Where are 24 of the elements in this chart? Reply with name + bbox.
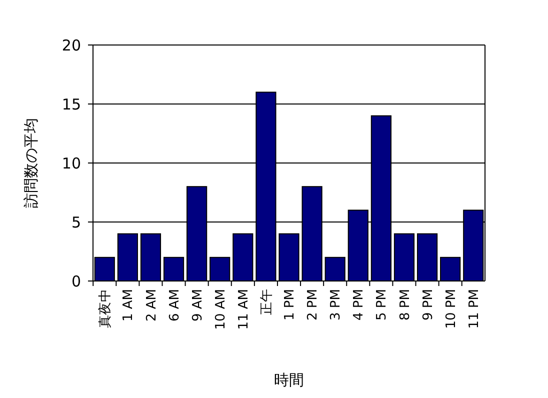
- x-tick-label: 3 PM: [328, 289, 344, 320]
- x-tick-label: 真夜中: [97, 289, 114, 328]
- y-tick-label: 0: [71, 272, 81, 290]
- y-tick-label: 10: [62, 154, 81, 172]
- x-tick-label: 4 PM: [352, 289, 367, 320]
- x-tick-label: 1 PM: [282, 289, 298, 320]
- x-tick-label: 9 PM: [420, 289, 436, 320]
- x-tick-label: 8 PM: [398, 289, 413, 320]
- x-tick-label: 9 AM: [190, 289, 206, 322]
- x-tick-label: 10 AM: [213, 289, 228, 330]
- x-tick-label: 5 PM: [374, 289, 390, 320]
- x-tick-label: 1 AM: [121, 289, 136, 322]
- x-tick-label: 11 AM: [236, 289, 252, 330]
- x-axis-title: 時間: [274, 371, 304, 389]
- y-tick-label: 15: [62, 95, 81, 114]
- y-axis-title: 訪問数の平均: [22, 118, 40, 208]
- x-tick-label: 6 AM: [167, 289, 182, 322]
- x-tick-label: 10 PM: [444, 289, 459, 329]
- x-tick-label: 11 PM: [466, 289, 482, 329]
- x-tick-label: 2 AM: [144, 289, 160, 322]
- y-tick-label: 20: [62, 36, 81, 54]
- x-tick-label: 2 PM: [306, 289, 321, 320]
- x-tick-label: 正午: [260, 289, 275, 315]
- y-tick-label: 5: [71, 213, 81, 232]
